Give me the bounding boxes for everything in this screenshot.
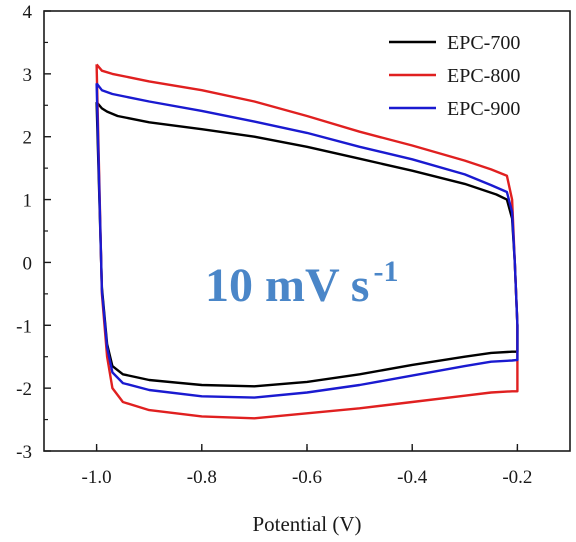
legend-label-2: EPC-800	[447, 65, 520, 87]
x-axis-title: Potential (V)	[252, 512, 361, 536]
legend-label-3: EPC-900	[447, 98, 520, 120]
scan-rate-value: 10 mV s	[205, 259, 369, 312]
scan-rate-unit-exponent: -1	[373, 255, 398, 288]
legend-label-1: EPC-700	[447, 32, 520, 54]
plot-area: -1.0 -0.8 -0.6 -0.4 -0.2 -3 -2 -1 0 1 2 3 4	[16, 2, 571, 488]
scan-rate-annotation: 10 mV s -1	[205, 255, 398, 312]
y-tick-label: 3	[23, 65, 33, 86]
y-tick-label: 4	[23, 2, 33, 23]
y-tick-label: -3	[16, 442, 32, 463]
y-tick-label: -1	[16, 316, 32, 337]
series-layer	[95, 63, 519, 420]
y-tick-label: 0	[23, 253, 33, 274]
series-line-3	[95, 82, 519, 399]
y-tick-label: -2	[16, 379, 32, 400]
x-tick-label: -0.4	[397, 467, 428, 488]
x-tick-label: -0.8	[187, 467, 217, 488]
y-tick-label: 2	[23, 128, 33, 149]
legend: EPC-700 EPC-800 EPC-900	[389, 32, 520, 120]
y-tick-label: 1	[23, 191, 33, 212]
x-tick-label: -0.6	[292, 467, 322, 488]
x-tick-label: -1.0	[82, 467, 112, 488]
ticks-layer: -1.0 -0.8 -0.6 -0.4 -0.2 -3 -2 -1 0 1 2 3 4	[16, 2, 532, 488]
x-tick-label: -0.2	[502, 467, 532, 488]
series-line-1	[95, 101, 519, 388]
